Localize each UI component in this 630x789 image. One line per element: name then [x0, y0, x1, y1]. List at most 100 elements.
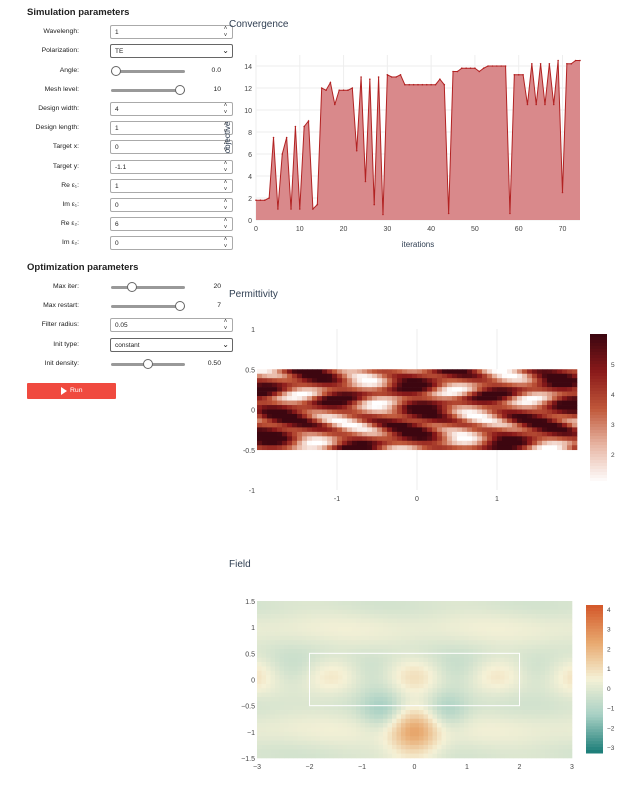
- run-button[interactable]: Run: [27, 383, 116, 399]
- colorbar-segment: [590, 394, 607, 398]
- heat-cell: [477, 648, 483, 654]
- im-e1-spinner[interactable]: ˄ ˅: [223, 199, 228, 212]
- heat-cell: [518, 701, 523, 706]
- init-type-select[interactable]: constant ⌄: [110, 338, 233, 352]
- heat-cell: [322, 405, 328, 410]
- heat-cell: [446, 648, 451, 654]
- heat-cell: [527, 696, 532, 702]
- heat-cell: [522, 727, 528, 733]
- heat-cell: [374, 723, 379, 728]
- heat-cell: [457, 378, 463, 383]
- heat-cell: [324, 644, 330, 650]
- max-iter-slider-knob[interactable]: [127, 282, 137, 292]
- polarization-select[interactable]: TE ⌄: [110, 44, 233, 58]
- heat-cell: [491, 718, 496, 724]
- heat-cell: [302, 609, 307, 615]
- heat-cell: [468, 740, 474, 746]
- heat-cell: [356, 675, 361, 680]
- heat-cell: [302, 657, 307, 663]
- target-x-input[interactable]: 0 ˄ ˅: [110, 140, 233, 154]
- colorbar-segment: [586, 610, 603, 615]
- target-y-input[interactable]: -1.1 ˄ ˅: [110, 160, 233, 174]
- heat-cell: [387, 648, 393, 654]
- data-point: [425, 83, 428, 86]
- heat-cell: [351, 753, 357, 759]
- heat-cell: [567, 670, 573, 676]
- heat-cell: [387, 731, 393, 737]
- design-width-spinner[interactable]: ˄ ˅: [223, 103, 228, 116]
- heat-cell: [297, 723, 303, 728]
- heat-cell: [275, 618, 280, 624]
- heat-cell: [320, 653, 325, 658]
- re-e1-input[interactable]: 1 ˄ ˅: [110, 179, 233, 193]
- angle-slider-knob[interactable]: [111, 66, 121, 76]
- design-width-input[interactable]: 4 ˄ ˅: [110, 102, 233, 116]
- heat-cell: [513, 688, 519, 693]
- heat-cell: [549, 662, 555, 667]
- colorbar-segment: [590, 382, 607, 386]
- im-e2-input[interactable]: 0 ˄ ˅: [110, 236, 233, 250]
- heat-cell: [428, 635, 433, 641]
- target-y-spinner[interactable]: ˄ ˅: [223, 161, 228, 174]
- heat-cell: [367, 378, 373, 383]
- heat-cell: [468, 753, 474, 759]
- re-e2-spinner[interactable]: ˄ ˅: [223, 218, 228, 231]
- max-restart-slider[interactable]: [111, 301, 185, 311]
- design-length-input[interactable]: 1 ˄ ˅: [110, 121, 233, 135]
- heat-cell: [387, 440, 393, 446]
- heat-cell: [491, 696, 496, 702]
- heat-cell: [302, 718, 307, 724]
- re-e2-input[interactable]: 6 ˄ ˅: [110, 217, 233, 231]
- re-e1-spinner[interactable]: ˄ ˅: [223, 180, 228, 193]
- filter-radius-input[interactable]: 0.05 ˄ ˅: [110, 318, 233, 332]
- heat-cell: [365, 631, 370, 637]
- heat-cell: [552, 382, 558, 388]
- heat-cell: [531, 696, 537, 702]
- heat-cell: [401, 727, 406, 733]
- heat-cell: [567, 614, 573, 619]
- heat-cell: [517, 436, 523, 442]
- heat-cell: [372, 387, 378, 392]
- mesh-level-slider[interactable]: [111, 85, 185, 95]
- heat-cell: [333, 688, 339, 693]
- im-e2-row: Im ε₂: 0 ˄ ˅: [27, 236, 233, 252]
- im-e1-input[interactable]: 0 ˄ ˅: [110, 198, 233, 212]
- heat-cell: [531, 753, 537, 759]
- heat-cell: [272, 409, 278, 415]
- heat-cell: [482, 736, 487, 741]
- heat-cell: [482, 418, 488, 424]
- heat-cell: [432, 605, 438, 611]
- init-density-slider-knob[interactable]: [143, 359, 153, 369]
- heat-cell: [486, 675, 492, 680]
- heat-cell: [356, 631, 361, 637]
- wavelength-input[interactable]: 1 ˄ ˅: [110, 25, 233, 39]
- heat-cell: [504, 640, 510, 645]
- heat-cell: [522, 710, 528, 715]
- heat-cell: [437, 753, 442, 759]
- im-e2-spinner[interactable]: ˄ ˅: [223, 237, 228, 250]
- heat-cell: [422, 396, 428, 401]
- heat-cell: [365, 718, 370, 724]
- wavelength-spinner[interactable]: ˄ ˅: [223, 26, 228, 39]
- mesh-level-slider-knob[interactable]: [175, 85, 185, 95]
- max-iter-slider[interactable]: [111, 282, 185, 292]
- init-density-slider[interactable]: [111, 359, 185, 369]
- heat-cell: [477, 683, 483, 689]
- design-length-spinner[interactable]: ˄ ˅: [223, 122, 228, 135]
- heat-cell: [531, 736, 537, 741]
- target-x-spinner[interactable]: ˄ ˅: [223, 141, 228, 154]
- heat-cell: [540, 688, 546, 693]
- heat-cell: [432, 692, 438, 698]
- heat-cell: [293, 622, 298, 628]
- max-restart-slider-knob[interactable]: [175, 301, 185, 311]
- heat-cell: [428, 710, 433, 715]
- heat-cell: [329, 675, 334, 680]
- angle-slider[interactable]: [111, 66, 185, 76]
- heat-cell: [419, 644, 424, 650]
- heat-cell: [272, 440, 278, 446]
- filter-radius-spinner[interactable]: ˄ ˅: [223, 319, 228, 332]
- heat-cell: [446, 744, 451, 750]
